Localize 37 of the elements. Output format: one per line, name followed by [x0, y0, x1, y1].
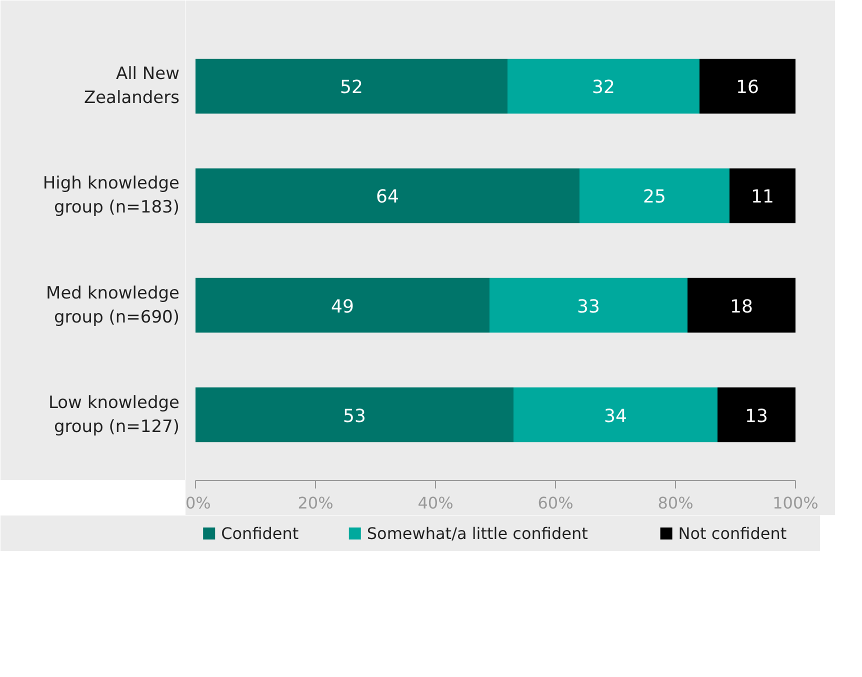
x-tick-label: 80% [658, 494, 694, 512]
bar [508, 58, 700, 114]
x-tick-label: 20% [298, 494, 334, 512]
bar [196, 168, 580, 224]
data-label: 11 [751, 186, 774, 208]
category-label: Med knowledge group (n=690) [46, 283, 180, 328]
bar [700, 58, 796, 114]
data-label: 52 [340, 77, 363, 98]
category-label: All New Zealanders [84, 64, 180, 108]
data-label: 32 [592, 77, 615, 98]
category-label: Low knowledge group (n=127) [48, 392, 180, 437]
bar [514, 387, 718, 442]
bar [196, 278, 490, 333]
category-label: High knowledge group (n=183) [42, 174, 180, 218]
bar [580, 168, 730, 224]
bar [730, 168, 796, 224]
data-label: 18 [730, 296, 753, 318]
x-tick-label: 100% [772, 494, 818, 512]
bar [196, 387, 514, 442]
bar [688, 278, 796, 333]
bar [196, 58, 508, 114]
data-label: 49 [331, 296, 354, 318]
data-label: 64 [376, 186, 399, 208]
x-tick-label: 60% [538, 494, 574, 512]
data-label: 13 [745, 406, 768, 427]
data-label: 33 [577, 296, 600, 318]
data-label: 53 [343, 406, 366, 427]
bar [718, 387, 796, 442]
data-label: 34 [604, 406, 627, 427]
legend-label: Confident [221, 524, 299, 543]
data-label: 25 [643, 186, 666, 208]
legend-label: Somewhat/a little confident [366, 524, 588, 543]
x-tick-label: 0% [186, 494, 211, 512]
data-label: 16 [736, 77, 759, 98]
legend-label: Not confident [678, 524, 787, 543]
x-tick-label: 40% [418, 494, 454, 512]
bar [490, 278, 688, 333]
